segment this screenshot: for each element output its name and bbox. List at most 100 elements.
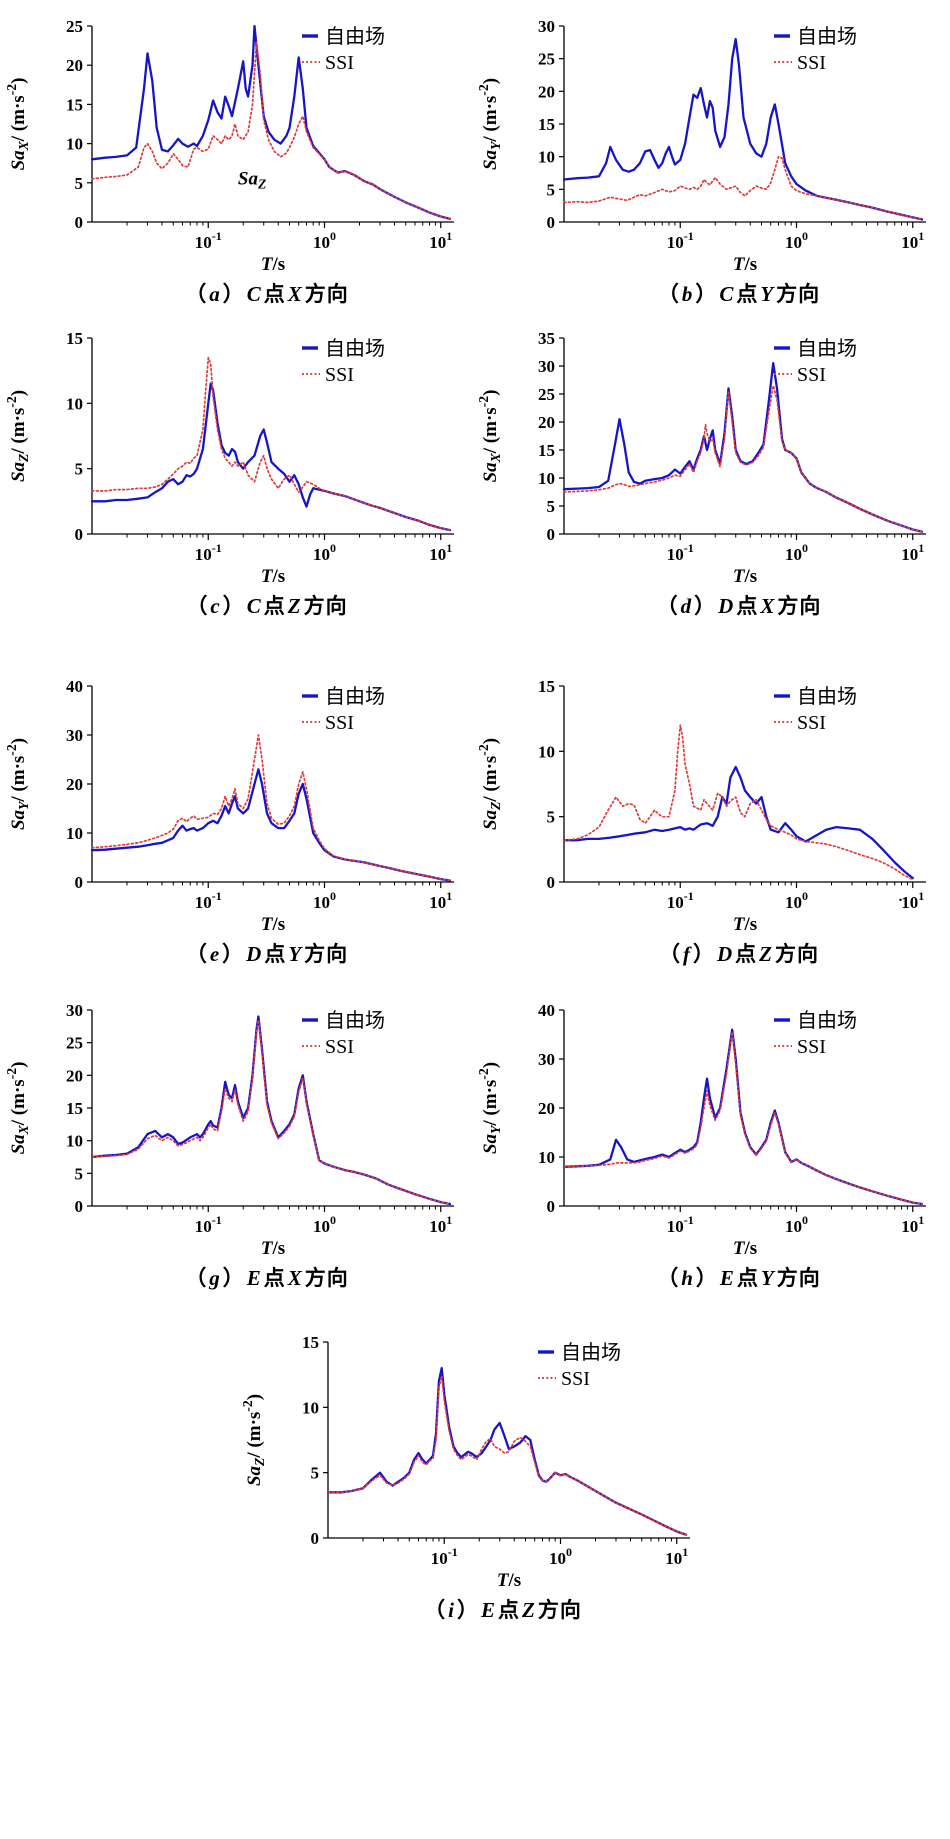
y-tick-label: 25 — [66, 1034, 83, 1053]
plot-b: 0 5 10 15 20 25 30 10-1 100 101 T/s SaY/ (m·s-2) 自由场… — [476, 17, 926, 275]
caption-segment: 方向 — [304, 282, 349, 306]
caption-segment: （ — [185, 942, 208, 966]
caption-segment: d — [680, 594, 693, 618]
y-tick-label: 15 — [302, 1333, 319, 1352]
subplot-d: 0 5 10 15 20 25 30 35 10-1 100 101 T/s SaX/ (m·s-2) 自… — [476, 324, 946, 620]
subplot-caption-c: （c）C点Z方向 — [4, 590, 474, 620]
caption-segment: （ — [186, 594, 209, 618]
caption-segment: ） — [222, 282, 245, 306]
legend-ssi-label: SSI — [325, 712, 354, 734]
caption-segment: 点 — [736, 594, 759, 618]
legend-free-field-label: 自由场 — [325, 25, 385, 48]
legend-ssi-label: SSI — [797, 52, 826, 74]
caption-segment: a — [209, 282, 221, 306]
x-tick-label: 100 — [313, 541, 336, 564]
caption-segment: D — [246, 942, 263, 966]
y-tick-label: 5 — [75, 1164, 84, 1183]
subplot-caption-a: （a）C点X方向 — [4, 278, 474, 308]
y-tick-label: 15 — [66, 1099, 83, 1118]
subplot-row: 0 10 20 30 40 10-1 100 101 T/s SaY/ (m·s-2) 自由场 SSI… — [0, 672, 950, 968]
x-tick-label: 100 — [313, 1213, 336, 1236]
y-tick-label: 15 — [538, 441, 555, 460]
subplot-caption-i: （i）E点Z方向 — [240, 1594, 710, 1624]
subplot-row: 0 5 10 15 20 25 30 10-1 100 101 T/s SaX/ (m·s-2) 自由场… — [0, 996, 950, 1292]
y-axis-label: SaX/ (m·s-2) — [4, 78, 31, 171]
caption-segment: Z — [522, 1598, 536, 1622]
y-tick-label: 5 — [547, 808, 556, 827]
caption-segment: 点 — [735, 942, 758, 966]
caption-segment: ） — [694, 594, 717, 618]
caption-segment: 方向 — [537, 1598, 582, 1622]
y-tick-label: 10 — [538, 742, 555, 761]
caption-segment: D — [718, 594, 735, 618]
ssi-curve — [563, 724, 914, 881]
ssi-curve — [563, 1031, 923, 1205]
caption-segment: （ — [657, 1266, 680, 1290]
y-tick-label: 30 — [538, 357, 555, 376]
legend-free-field-label: 自由场 — [797, 1009, 857, 1032]
x-axis-label: T/s — [733, 254, 757, 275]
x-tick-label: 101 — [901, 541, 924, 564]
caption-segment: C — [246, 282, 262, 306]
figure-grid: 0 5 10 15 20 25 10-1 100 101 T/s SaX/ (m·s-2) 自由场 SS… — [0, 12, 950, 1624]
y-tick-label: 20 — [66, 1066, 83, 1085]
caption-segment: X — [287, 1266, 303, 1290]
caption-segment: 点 — [263, 1266, 286, 1290]
x-tick-label: 100 — [785, 229, 808, 252]
subplot-caption-f: （f）D点Z方向 — [476, 938, 946, 968]
x-tick-label: 100 — [785, 541, 808, 564]
y-tick-label: 25 — [66, 17, 83, 36]
y-tick-label: 5 — [547, 180, 556, 199]
legend-free-field-label: 自由场 — [561, 1341, 621, 1364]
caption-segment: e — [209, 942, 221, 966]
y-tick-label: 15 — [538, 677, 555, 696]
legend-ssi-label: SSI — [797, 1036, 826, 1058]
caption-segment: 方向 — [776, 282, 821, 306]
y-axis-label: SaY/ (m·s-2) — [4, 738, 31, 830]
x-tick-label: 10-1 — [431, 1545, 458, 1568]
free-field-curve — [562, 37, 924, 221]
x-tick-label: 10-1 — [667, 541, 694, 564]
ssi-curve — [91, 734, 451, 882]
subplot-h: 0 10 20 30 40 10-1 100 101 T/s SaY/ (m·s-2) 自由场 SSI… — [476, 996, 946, 1292]
caption-segment: （ — [657, 282, 680, 306]
subplot-caption-h: （h）E点Y方向 — [476, 1262, 946, 1292]
x-tick-label: 10-1 — [195, 541, 222, 564]
x-axis-label: T/s — [497, 1570, 521, 1591]
plot-h: 0 10 20 30 40 10-1 100 101 T/s SaY/ (m·s-2) 自由场 SSI — [476, 1001, 926, 1259]
y-tick-label: 0 — [547, 1197, 556, 1216]
legend-ssi-label: SSI — [797, 712, 826, 734]
y-tick-label: 20 — [66, 56, 83, 75]
free-field-curve — [562, 362, 924, 533]
caption-segment: 方向 — [776, 1266, 821, 1290]
legend-ssi-label: SSI — [561, 1368, 590, 1390]
x-tick-label: 101 — [901, 889, 924, 912]
annotation-label: SaZ — [238, 168, 266, 191]
y-tick-label: 10 — [66, 394, 83, 413]
y-tick-label: 10 — [538, 469, 555, 488]
caption-segment: （ — [656, 594, 679, 618]
y-tick-label: 30 — [66, 1001, 83, 1020]
caption-segment: 方向 — [777, 594, 822, 618]
y-axis-label: SaX/ (m·s-2) — [476, 390, 503, 483]
caption-segment: ） — [695, 282, 718, 306]
y-tick-label: 0 — [75, 1197, 84, 1216]
legend-ssi-label: SSI — [325, 52, 354, 74]
caption-segment: i — [448, 1598, 455, 1622]
x-tick-label: 101 — [429, 1213, 452, 1236]
ssi-curve — [91, 356, 451, 531]
x-tick-label: 10-1 — [195, 1213, 222, 1236]
y-axis-label: SaX/ (m·s-2) — [4, 1062, 31, 1155]
x-tick-label: 101 — [429, 541, 452, 564]
caption-segment: Y — [760, 282, 775, 306]
x-tick-label: 10-1 — [195, 889, 222, 912]
caption-segment: X — [287, 282, 303, 306]
legend-free-field-label: 自由场 — [797, 25, 857, 48]
subplot-e: 0 10 20 30 40 10-1 100 101 T/s SaY/ (m·s-2) 自由场 SSI… — [4, 672, 474, 968]
legend-free-field-label: 自由场 — [325, 1009, 385, 1032]
y-tick-label: 40 — [538, 1001, 555, 1020]
legend-ssi-label: SSI — [325, 1036, 354, 1058]
x-tick-label: 10-1 — [195, 229, 222, 252]
stray-dot-artifact: . — [898, 884, 903, 906]
